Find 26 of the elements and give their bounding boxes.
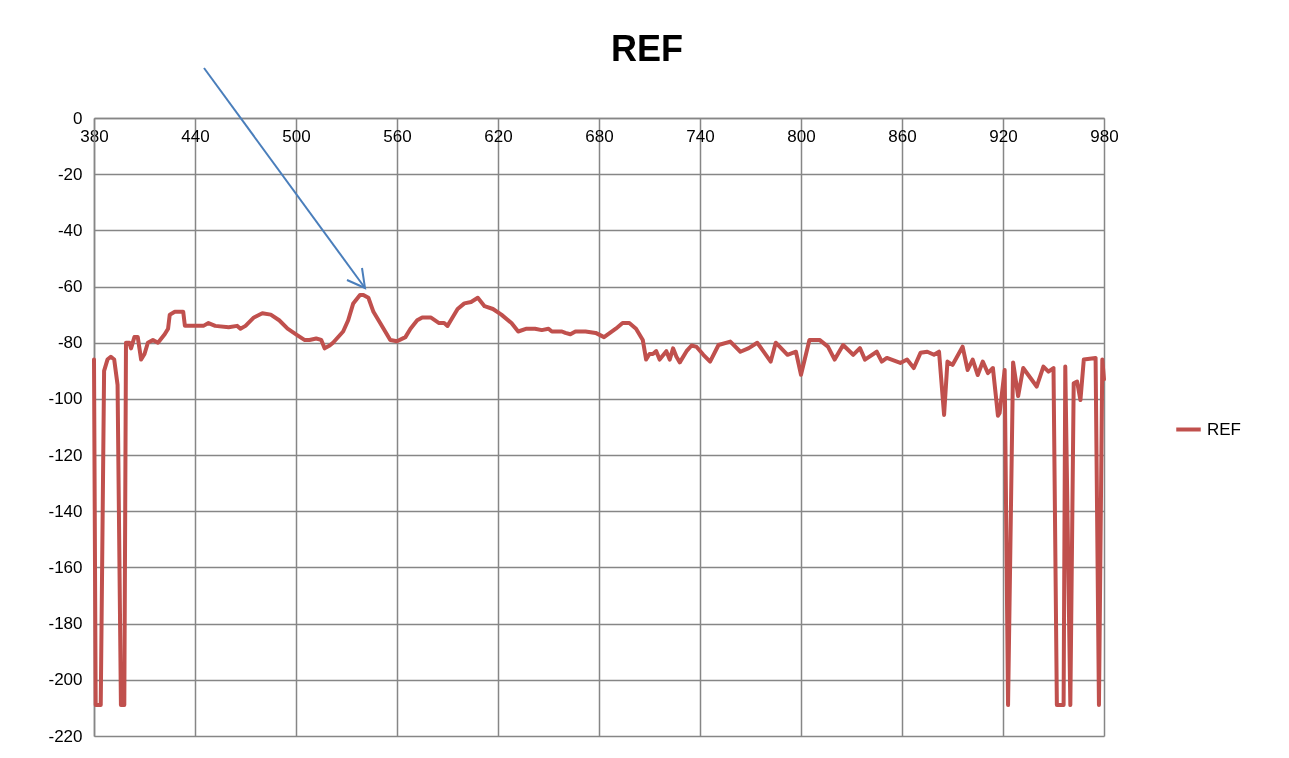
x-tick-label: 500 <box>282 126 311 146</box>
y-tick-label: -220 <box>48 726 83 746</box>
y-tick-label: -80 <box>57 333 83 353</box>
x-tick-label: 920 <box>989 126 1018 146</box>
y-tick-label: 0 <box>73 108 83 128</box>
x-tick-label: 680 <box>585 126 614 146</box>
x-tick-label: 440 <box>181 126 210 146</box>
y-tick-label: -160 <box>48 557 83 577</box>
x-tick-label: 620 <box>484 126 513 146</box>
y-tick-label: -180 <box>48 614 83 634</box>
line-series <box>92 292 1106 708</box>
x-tick-label: 560 <box>383 126 412 146</box>
y-tick-label: -200 <box>48 670 83 690</box>
y-tick-label: -20 <box>57 164 83 184</box>
y-tick-label: -140 <box>48 501 83 521</box>
x-tick-label: 860 <box>888 126 917 146</box>
legend-label: REF <box>1207 419 1241 439</box>
y-tick-label: -40 <box>57 220 83 240</box>
x-tick-label: 740 <box>686 126 715 146</box>
x-tick-label: 380 <box>80 126 109 146</box>
y-tick-label: -120 <box>48 445 83 465</box>
y-tick-label: -60 <box>57 277 83 297</box>
y-tick-label: -100 <box>48 389 83 409</box>
chart-title: REF <box>611 28 683 69</box>
x-tick-label: 980 <box>1090 126 1119 146</box>
x-tick-label: 800 <box>787 126 816 146</box>
